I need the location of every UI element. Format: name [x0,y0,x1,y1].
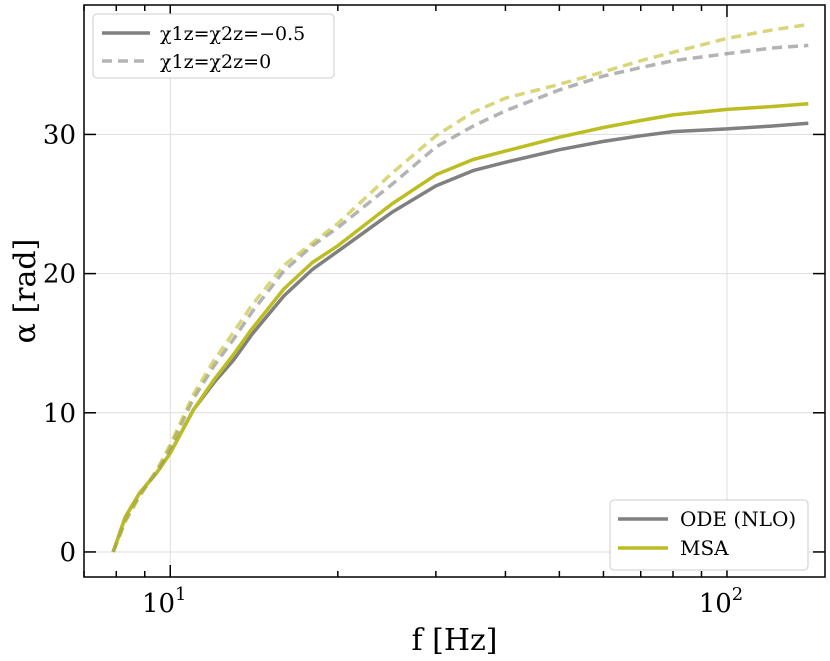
x-tick-label: 102 [699,584,744,619]
grid [84,5,825,577]
x-tick-exponent: 1 [175,584,186,605]
legend-ode-label: ODE (NLO) [680,507,796,531]
x-tick-label: 101 [142,584,187,619]
legend-msa-label: MSA [680,536,729,560]
y-tick-label: 30 [43,120,76,150]
legend-solid-label: χ1z=χ2z=−0.5 [160,23,305,45]
plot-frame [83,4,826,578]
series-line-0 [111,121,809,553]
linestyle-legend-box [92,13,335,79]
y-tick-label: 20 [43,260,76,290]
series-lines [111,22,809,553]
series-line-1 [111,102,809,553]
legend-dashed-label: χ1z=χ2z=0 [160,51,271,73]
axis-ticks: 0 10 20 30 101 102 [43,5,825,619]
linestyle-legend: χ1z=χ2z=−0.5 χ1z=χ2z=0 [92,13,335,79]
x-tick-exponent: 2 [732,584,743,605]
series-line-2 [111,43,809,553]
y-tick-label: 0 [59,538,76,568]
y-tick-label: 10 [43,399,76,429]
x-axis-label: f [Hz] [411,623,497,658]
series-line-3 [111,22,809,553]
model-legend: ODE (NLO) MSA [609,499,809,571]
y-axis-label: α [rad] [8,239,43,344]
